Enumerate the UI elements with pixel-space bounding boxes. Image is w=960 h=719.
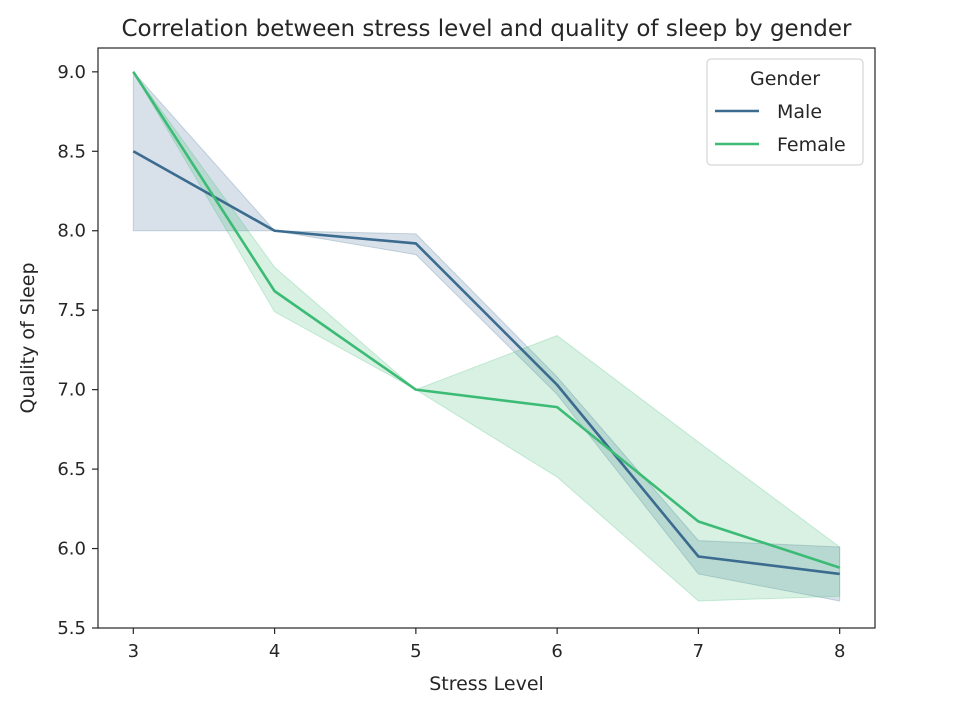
x-tick-label: 5 bbox=[410, 641, 421, 662]
y-tick-label: 8.5 bbox=[57, 141, 86, 162]
y-tick-label: 9.0 bbox=[57, 62, 86, 83]
legend-box bbox=[706, 58, 864, 166]
x-tick-label: 4 bbox=[269, 641, 280, 662]
x-tick-label: 6 bbox=[551, 641, 562, 662]
y-tick-label: 8.0 bbox=[57, 221, 86, 242]
chart-title: Correlation between stress level and qua… bbox=[122, 16, 853, 42]
legend-title: Gender bbox=[750, 68, 820, 90]
ci-band-female bbox=[132, 71, 841, 602]
y-tick-label: 6.5 bbox=[57, 459, 86, 480]
plot-area bbox=[97, 47, 876, 629]
y-tick-label: 6.0 bbox=[57, 539, 86, 560]
legend-label-male: Male bbox=[777, 101, 822, 123]
series-line-female bbox=[132, 71, 841, 569]
series-lines bbox=[132, 71, 841, 576]
y-tick-label: 7.5 bbox=[57, 300, 86, 321]
legend-items: Male Female bbox=[715, 101, 846, 156]
x-axis-label: Stress Level bbox=[429, 673, 544, 695]
x-tick-label: 7 bbox=[693, 641, 704, 662]
y-tick-label: 5.5 bbox=[57, 618, 86, 639]
x-axis: 3 4 5 6 7 8 bbox=[128, 628, 845, 662]
legend: Gender Male Female bbox=[706, 58, 864, 166]
y-axis-label: Quality of Sleep bbox=[17, 262, 39, 413]
legend-label-female: Female bbox=[777, 134, 846, 156]
x-tick-label: 3 bbox=[128, 641, 139, 662]
series-line-male bbox=[132, 150, 840, 576]
y-tick-label: 7.0 bbox=[57, 380, 86, 401]
x-tick-label: 8 bbox=[834, 641, 845, 662]
y-axis: 5.5 6.0 6.5 7.0 7.5 8.0 8.5 9.0 bbox=[57, 62, 98, 639]
